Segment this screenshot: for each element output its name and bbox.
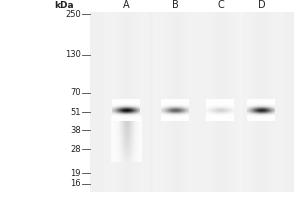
Text: 70: 70 (70, 88, 81, 97)
Text: 38: 38 (70, 126, 81, 135)
Text: 250: 250 (65, 10, 81, 19)
Text: B: B (172, 0, 179, 10)
Text: C: C (217, 0, 224, 10)
Text: 16: 16 (70, 179, 81, 188)
Text: D: D (257, 0, 265, 10)
Text: 130: 130 (65, 50, 81, 59)
Text: A: A (123, 0, 130, 10)
Text: 19: 19 (70, 169, 81, 178)
Text: kDa: kDa (54, 1, 74, 10)
Text: 28: 28 (70, 145, 81, 154)
Text: 51: 51 (70, 108, 81, 117)
